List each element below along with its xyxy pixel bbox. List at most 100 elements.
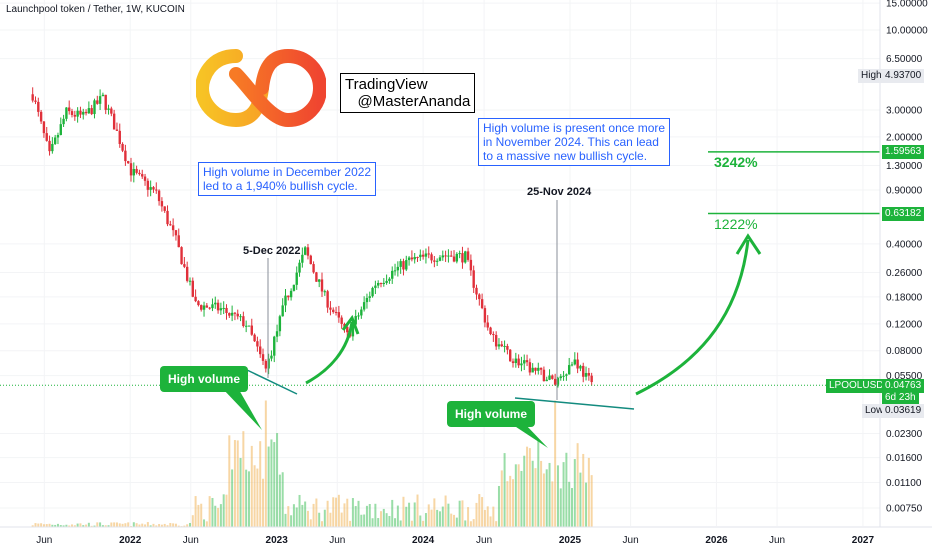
volume-bar [346,498,349,527]
volume-bar [441,506,444,527]
volume-bar [461,500,464,527]
volume-bar [200,503,203,527]
candle-body [545,379,548,382]
candle-body [177,235,180,248]
candle-body [475,287,478,295]
volume-bar [475,502,478,527]
callout-high-volume-right[interactable]: High volume [447,401,536,427]
volume-bar [385,513,388,527]
volume-bar [104,525,107,527]
candle-body [582,365,585,377]
y-tick-label: 0.00750 [886,504,923,515]
volume-bar [211,497,214,527]
volume-bar [368,504,371,527]
candle-body [368,296,371,298]
candle-body [129,163,133,176]
candle-body [573,359,577,365]
volume-bar [40,523,43,527]
candle-body [329,307,332,310]
candle-body [494,334,498,347]
volume-bar [343,503,346,527]
arrow-head-1 [341,314,360,335]
volume-bar [276,433,279,527]
volume-bar [45,524,48,527]
candle-body [48,140,51,152]
y-tick-label: 0.05500 [886,371,923,382]
candle-body [261,354,265,361]
volume-bar [191,515,194,527]
volume-bar [551,481,554,527]
volume-bar [110,522,113,527]
candle-body [354,315,357,325]
candle-body [101,94,105,97]
volume-bar [281,472,284,527]
volume-bar [48,523,51,527]
volume-bar [360,514,363,527]
volume-bar [396,505,399,527]
candle-body [205,305,209,308]
candle-body [537,367,540,371]
date-label-nov-2024: 25-Nov 2024 [527,186,592,198]
volume-bar [492,506,495,527]
candle-body [340,317,343,324]
candle-body [59,124,62,135]
candle-body [472,270,475,288]
y-tick-label: 0.40000 [886,239,923,250]
candle-body [528,362,532,373]
candle-body [441,255,444,258]
candle-body [51,143,54,152]
candle-body [219,308,223,311]
y-tick-label: 2.00000 [886,132,923,143]
candle-body [73,114,77,117]
candle-body [461,253,464,263]
volume-bar [169,522,172,527]
annotation-dec-2022[interactable]: High volume in December 2022 led to a 1,… [198,162,377,196]
candle-body [525,360,529,363]
candle-body [447,255,450,257]
candle-body [259,346,262,355]
candle-body [500,344,503,347]
volume-bar [253,465,256,527]
volume-bar [394,518,397,527]
candle-body [478,294,481,300]
candle-body [450,255,453,257]
candle-body [171,225,175,231]
candle-body [562,375,565,377]
candle-body [118,130,121,144]
candle-body [31,94,34,101]
volume-bar [68,525,71,527]
annotation-nov-2024[interactable]: High volume is present once more in Nove… [478,118,671,166]
candle-body [174,230,178,236]
candle-body [402,261,405,270]
volume-bar [205,521,208,527]
candle-body [166,210,169,225]
volume-bar [402,496,405,527]
volume-bar [160,524,163,527]
candle-body [87,108,91,114]
volume-bar [548,462,551,527]
volume-bar [118,523,121,527]
volume-bar [321,521,324,527]
candle-body [278,316,282,332]
current-price-tag: 0.04763 [882,379,925,393]
volume-bar [410,520,413,527]
candle-body [553,378,557,385]
volume-bar [472,519,475,527]
watermark-line1: TradingView [345,76,428,93]
candle-body [433,260,436,262]
callout-high-volume-left[interactable]: High volume [160,366,249,392]
candle-body [523,360,526,364]
x-tick-label: 2024 [412,535,435,546]
volume-bar [582,453,585,527]
candle-body [202,305,206,310]
candle-body [551,375,554,379]
candle-body [497,344,501,347]
volume-bar [571,488,573,527]
candlesticks [31,87,593,388]
volume-bar [262,478,265,527]
candle-body [76,110,79,117]
volume-bar [312,503,315,527]
volume-bar [467,507,470,527]
candle-body [256,341,259,347]
